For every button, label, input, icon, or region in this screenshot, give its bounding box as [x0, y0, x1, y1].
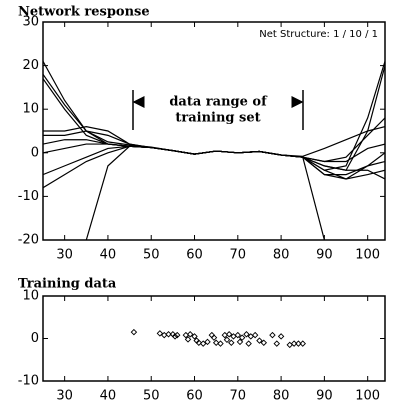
point: [195, 339, 203, 346]
x-tick-label: 50: [143, 248, 160, 263]
point: [299, 340, 306, 347]
point: [245, 340, 252, 347]
point: [156, 330, 164, 337]
x-tick-label: 70: [230, 248, 247, 263]
point: [130, 328, 138, 336]
point: [186, 331, 194, 338]
curve: [85, 145, 326, 240]
plot-frame: [42, 295, 386, 382]
x-tick-label: 60: [186, 389, 203, 404]
x-tick-label: 60: [186, 248, 203, 263]
x-tick-label: 50: [143, 389, 160, 404]
point: [184, 336, 192, 343]
annotation: training set: [175, 111, 260, 126]
y-tick-label: -20: [18, 233, 39, 248]
point: [165, 331, 172, 338]
point: [191, 333, 198, 340]
point: [212, 339, 220, 346]
chart-title: Network response: [18, 5, 150, 20]
point: [199, 340, 207, 347]
point: [210, 334, 218, 341]
point: [234, 331, 242, 339]
y-tick-label: 30: [22, 15, 39, 30]
plot-frame: [42, 21, 386, 241]
point: [171, 333, 179, 340]
y-tick-label: 20: [22, 58, 39, 73]
y-tick-label: -10: [18, 189, 39, 204]
annotation: data range of: [169, 95, 268, 110]
x-tick-label: 90: [316, 389, 333, 404]
point: [223, 336, 231, 344]
annotation: Net Structure: 1 / 10 / 1: [259, 29, 378, 40]
point: [260, 339, 268, 346]
point: [217, 340, 224, 347]
x-tick-label: 40: [100, 389, 117, 404]
point: [290, 340, 298, 347]
y-tick-label: 10: [22, 289, 39, 304]
x-tick-label: 90: [316, 248, 333, 263]
point: [273, 340, 281, 347]
y-tick-label: 0: [31, 331, 39, 346]
y-tick-label: 0: [31, 145, 39, 160]
lines: [43, 60, 385, 240]
x-tick-label: 80: [273, 389, 290, 404]
x-tick-label: 30: [56, 248, 73, 263]
y-tick-label: -10: [18, 374, 39, 389]
x-tick-label: 40: [100, 248, 117, 263]
curve: [43, 145, 385, 189]
point: [243, 331, 250, 338]
x-tick-label: 30: [56, 389, 73, 404]
point: [204, 338, 211, 346]
point: [173, 331, 181, 339]
x-tick-label: 70: [230, 389, 247, 404]
point: [236, 338, 244, 346]
point: [277, 333, 285, 340]
x-tick-label: 80: [273, 248, 290, 263]
x-tick-label: 100: [355, 389, 380, 404]
range-marker: [132, 90, 304, 130]
point: [228, 339, 235, 346]
point: [269, 331, 276, 339]
x-tick-label: 100: [355, 248, 380, 263]
chart-title: Training data: [18, 277, 117, 292]
point: [238, 334, 246, 341]
point: [225, 331, 233, 338]
point: [251, 331, 259, 339]
y-tick-label: 10: [22, 102, 39, 117]
point: [256, 337, 263, 344]
point: [295, 340, 302, 347]
